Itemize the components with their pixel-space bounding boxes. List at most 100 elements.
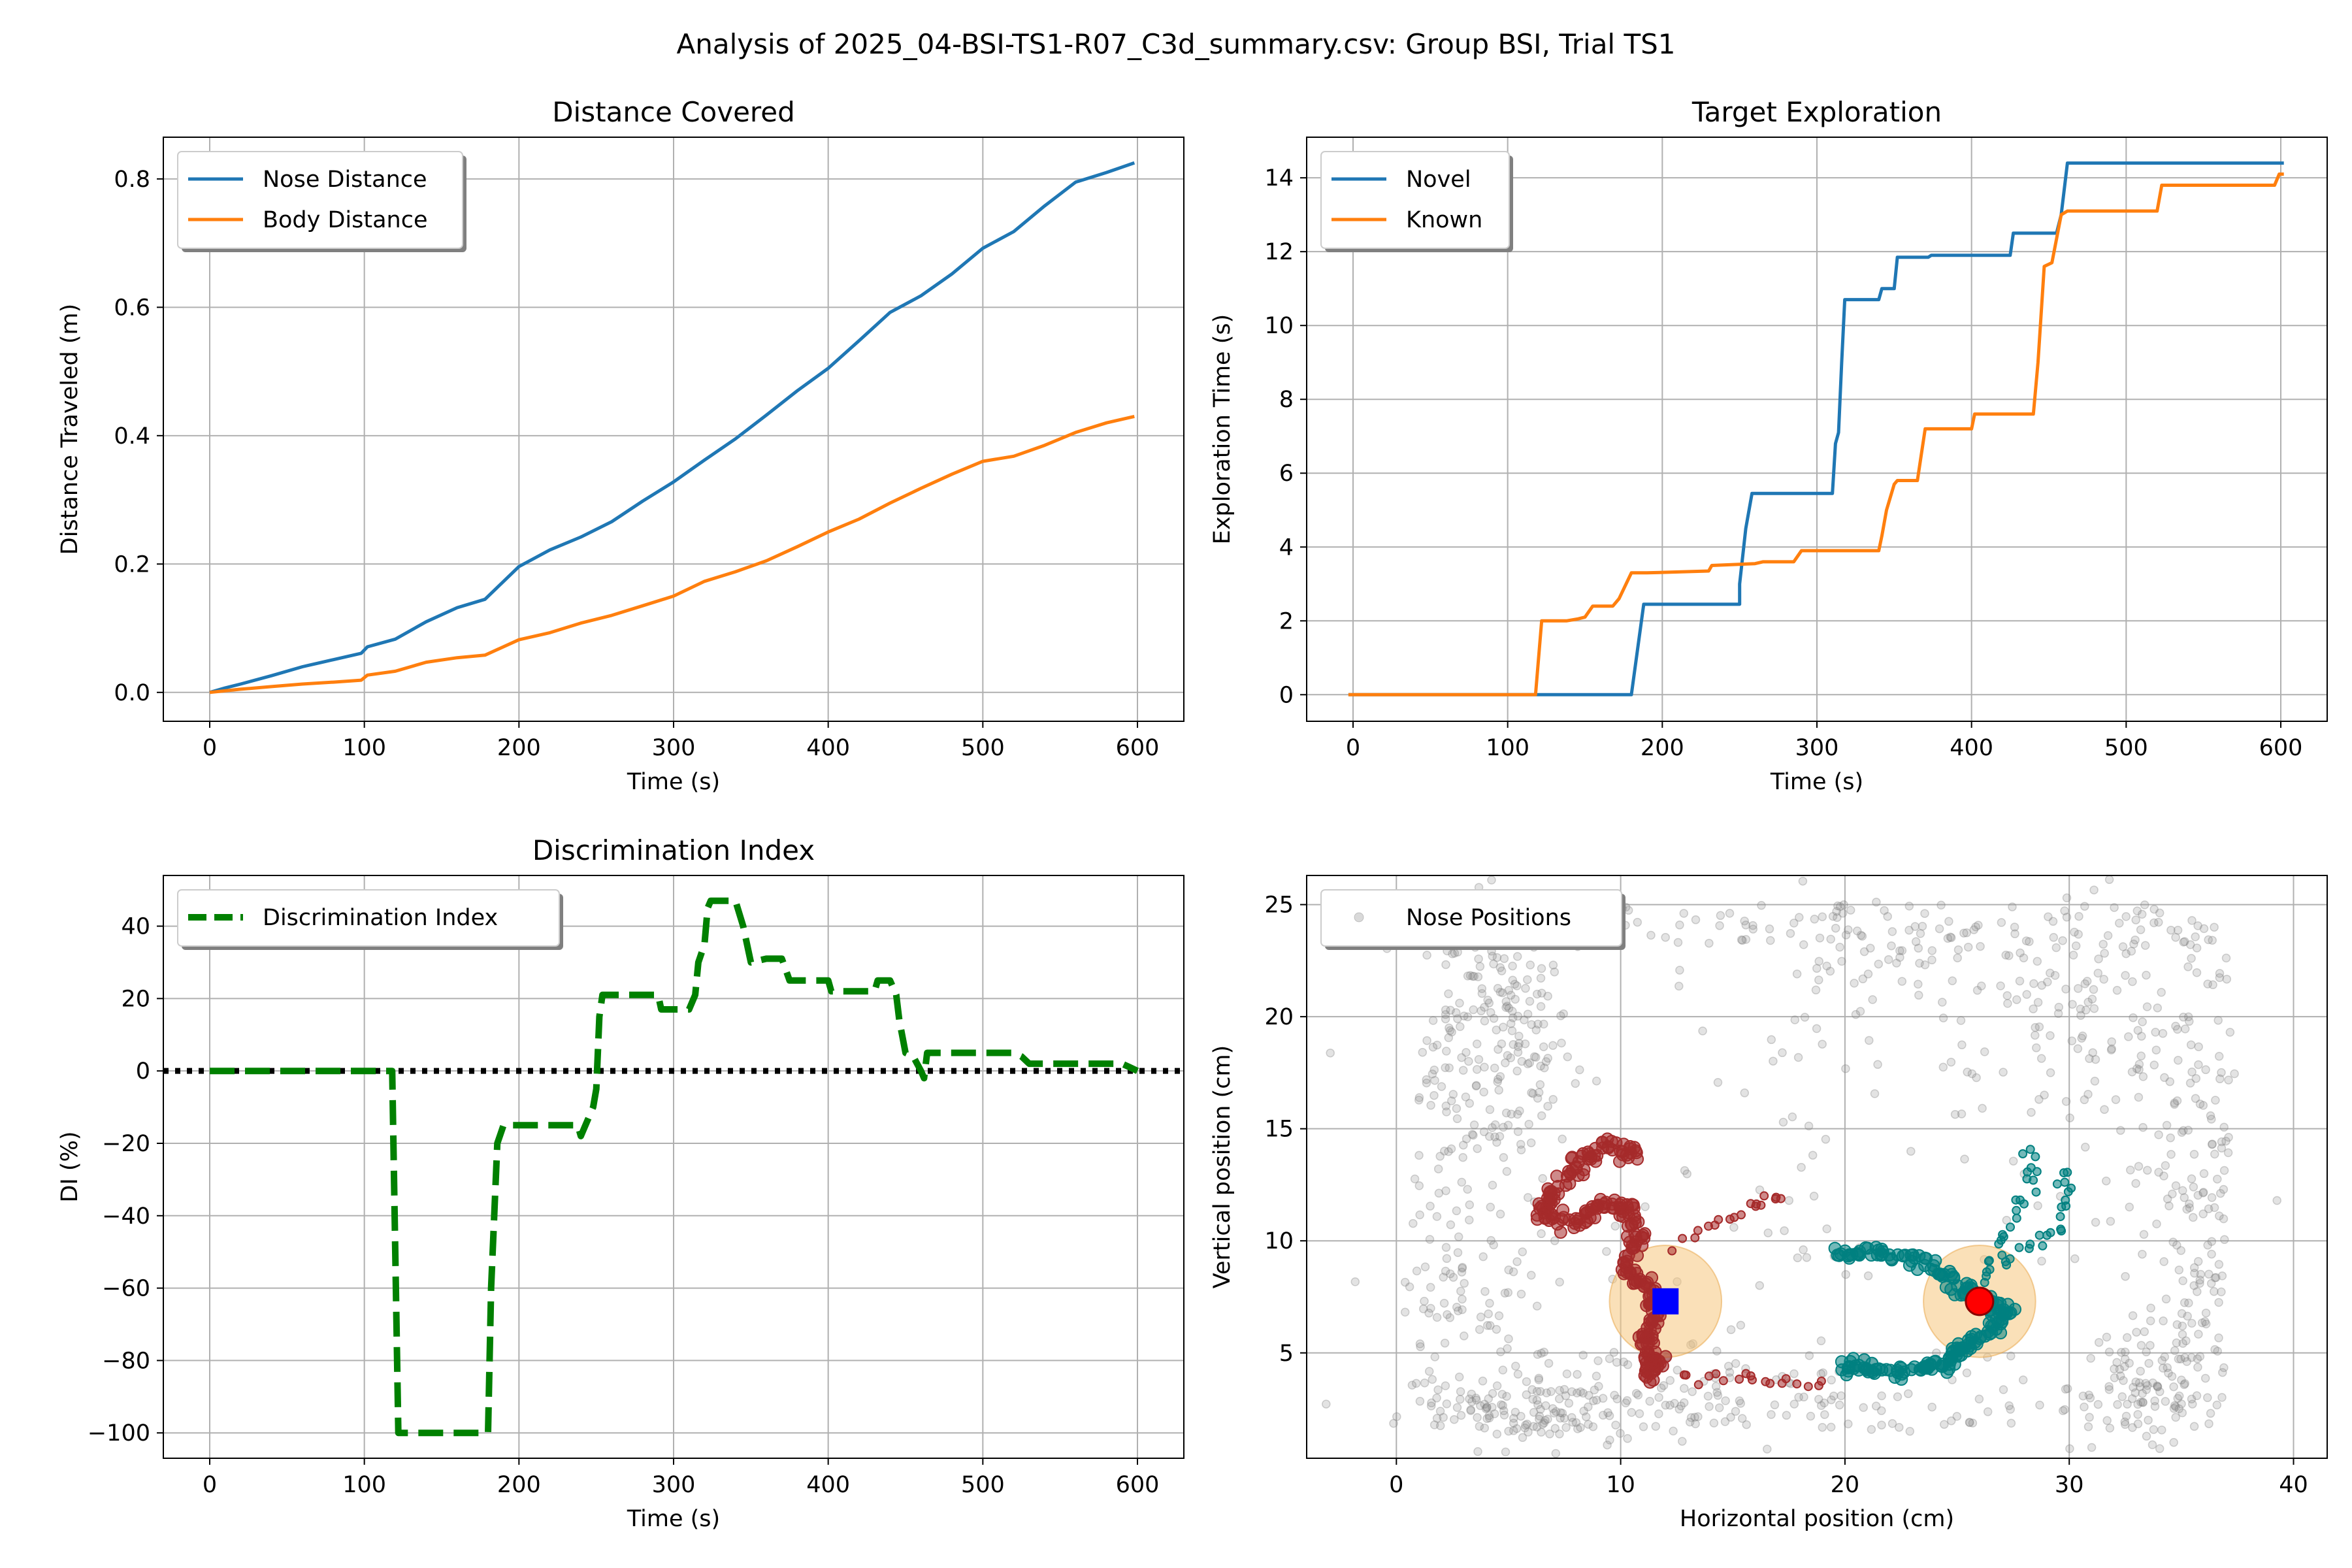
trajectory-point	[1918, 1251, 1932, 1265]
nose-position-point	[2103, 931, 2113, 940]
nose-position-point	[1927, 955, 1936, 965]
nose-position-point	[2129, 1382, 2138, 1392]
nose-position-point	[1814, 956, 1823, 966]
nose-position-point	[1742, 1420, 1751, 1429]
nose-position-point	[1938, 1013, 1948, 1022]
nose-position-point	[2141, 1379, 2150, 1388]
nose-position-point	[1439, 1413, 1448, 1422]
nose-position-points	[1322, 875, 2281, 1458]
nose-position-point	[1818, 1039, 1827, 1049]
nose-position-point	[1504, 1266, 1513, 1275]
nose-position-point	[2085, 1413, 2094, 1422]
nose-position-point	[1389, 1418, 1398, 1428]
nose-position-point	[2089, 885, 2099, 894]
nose-position-point	[1680, 1166, 1690, 1175]
nose-position-point	[2161, 1397, 2170, 1406]
nose-position-point	[2149, 1425, 2159, 1434]
nose-position-point	[1831, 923, 1840, 933]
nose-position-point	[2104, 1385, 2114, 1394]
nose-position-point	[1592, 1076, 1601, 1086]
nose-position-point	[2170, 1098, 2180, 1107]
nose-position-point	[2197, 1318, 2207, 1328]
nose-position-point	[2015, 976, 2025, 986]
chart-title: Target Exploration	[1691, 96, 1942, 128]
nose-position-point	[1456, 1022, 1465, 1032]
y-tick-label: −80	[102, 1348, 150, 1374]
nose-position-point	[2129, 939, 2138, 949]
nose-position-point	[2193, 1287, 2202, 1296]
nose-position-point	[2144, 1415, 2153, 1425]
x-tick-label: 0	[203, 735, 217, 761]
nose-position-point	[1409, 1218, 1418, 1228]
nose-position-point	[1755, 1281, 1765, 1290]
nose-position-point	[2166, 1150, 2176, 1159]
nose-position-point	[1475, 1422, 1484, 1431]
nose-position-point	[1448, 1273, 1458, 1282]
nose-position-point	[2083, 998, 2093, 1007]
nose-position-point	[2192, 1391, 2202, 1401]
y-tick-label: 0	[1279, 682, 1294, 708]
y-tick-label: 5	[1279, 1341, 1294, 1367]
nose-position-point	[1502, 1392, 1511, 1401]
trajectory-point	[1759, 1191, 1769, 1201]
nose-position-point	[2174, 1404, 2184, 1414]
series-line-discrimination-index	[210, 897, 1139, 1437]
nose-position-point	[1997, 918, 2006, 927]
nose-position-point	[1490, 1409, 1499, 1418]
nose-position-point	[1442, 1399, 1452, 1409]
nose-position-point	[1967, 1069, 1977, 1079]
nose-position-point	[2213, 1015, 2223, 1025]
nose-position-point	[2065, 1444, 2074, 1454]
x-tick-label: 100	[342, 1472, 386, 1498]
nose-position-point	[2146, 1303, 2155, 1313]
y-tick-label: 0.2	[114, 551, 150, 578]
nose-position-point	[2167, 1371, 2177, 1381]
nose-position-point	[1478, 1377, 1488, 1386]
nose-position-point	[2152, 1219, 2161, 1229]
nose-position-point	[1814, 1394, 1823, 1404]
nose-position-point	[2171, 932, 2180, 942]
nose-position-point	[1675, 966, 1684, 975]
nose-position-point	[1472, 1065, 1482, 1074]
nose-position-point	[1458, 1152, 1467, 1162]
nose-position-point	[1763, 1445, 1772, 1454]
nose-position-point	[1532, 1396, 1542, 1405]
nose-position-point	[1535, 1387, 1545, 1396]
nose-position-point	[1422, 1036, 1431, 1045]
nose-position-point	[2118, 942, 2128, 951]
nose-position-point	[2048, 917, 2058, 926]
nose-position-point	[1514, 1042, 1523, 1051]
nose-position-point	[1737, 935, 1746, 945]
nose-position-point	[2176, 1354, 2185, 1364]
nose-position-point	[2125, 1202, 2134, 1212]
nose-position-point	[2213, 1174, 2222, 1184]
nose-position-point	[1670, 1399, 1679, 1408]
nose-position-point	[1456, 1387, 1465, 1396]
nose-position-point	[1500, 1288, 1510, 1298]
nose-position-point	[1789, 919, 1799, 928]
nose-position-point	[2203, 1241, 2212, 1250]
nose-position-point	[1567, 1387, 1576, 1396]
nose-position-point	[1612, 1394, 1622, 1403]
trajectory-point	[1714, 1215, 1723, 1224]
nose-position-point	[1833, 913, 1842, 923]
nose-position-point	[1811, 985, 1821, 995]
nose-position-point	[2169, 1404, 2179, 1413]
nose-position-point	[1478, 1252, 1488, 1262]
nose-position-point	[2166, 925, 2176, 935]
x-tick-label: 100	[342, 735, 386, 761]
nose-position-point	[1415, 1397, 1425, 1406]
nose-position-point	[1441, 1005, 1450, 1015]
nose-position-point	[2086, 1354, 2095, 1363]
x-tick-label: 600	[2259, 735, 2303, 761]
nose-position-point	[1509, 1267, 1518, 1277]
nose-position-point	[1839, 900, 1848, 909]
nose-position-point	[1486, 1202, 1495, 1212]
nose-position-point	[1446, 1096, 1456, 1105]
nose-position-point	[1551, 1448, 1561, 1458]
nose-position-point	[2137, 909, 2147, 919]
nose-position-point	[1844, 925, 1853, 934]
nose-position-point	[1769, 1056, 1778, 1066]
y-tick-label: 6	[1279, 461, 1294, 487]
x-tick-label: 10	[1606, 1472, 1635, 1498]
